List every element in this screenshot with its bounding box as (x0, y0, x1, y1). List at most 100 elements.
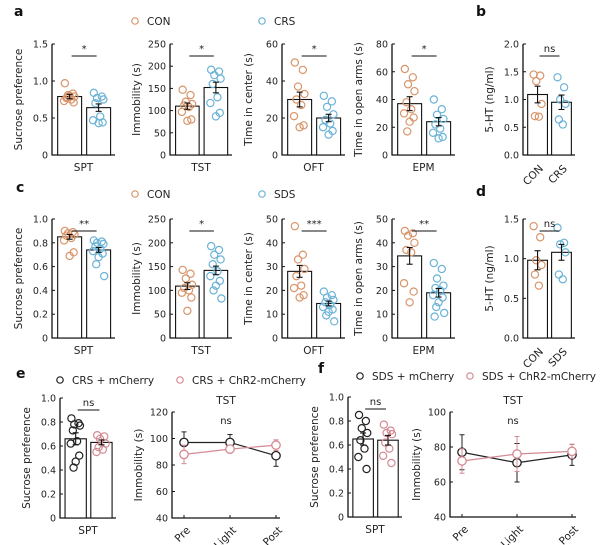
legend-marker (258, 17, 266, 25)
data-point (300, 264, 309, 274)
y-tick-label: 0 (272, 334, 278, 345)
legend-label: SDS + ChR2-mCherry (482, 371, 596, 383)
subplot: 0 0.2 0.4 0.6 0.8 1.0 Sucrose preference ns SPT (309, 393, 402, 536)
data-point (428, 128, 438, 137)
data-point (322, 102, 332, 112)
y-tick-label: 30 (266, 262, 278, 273)
data-point (210, 250, 219, 259)
y-axis-label: Immobility (s) (411, 428, 423, 501)
y-tick-label: 0 (50, 514, 56, 525)
data-point (327, 97, 337, 106)
data-point (407, 248, 416, 257)
data-point (60, 79, 70, 88)
data-point (298, 250, 308, 259)
y-tick-label: 60 (156, 487, 168, 498)
data-point (225, 444, 235, 454)
data-point (432, 274, 442, 283)
x-axis-label: TST (190, 162, 211, 174)
data-point (177, 107, 187, 117)
subplot: 0.0 0.5 1.0 1.5 5-HT (ng/ml) CON SDS ns (484, 215, 575, 371)
data-point (532, 76, 541, 86)
data-point (289, 283, 299, 293)
y-tick-label: 0 (272, 151, 278, 162)
data-point (428, 290, 438, 300)
data-point (410, 238, 419, 247)
data-point (354, 452, 363, 462)
data-point (409, 287, 418, 296)
data-point (91, 242, 100, 251)
y-tick-label: 0 (160, 334, 166, 345)
data-point (68, 426, 78, 435)
bar (86, 249, 112, 339)
data-point (357, 424, 366, 433)
legend-label: CON (147, 189, 170, 201)
y-tick-label: 0.8 (329, 417, 344, 428)
y-tick-label: 20 (376, 123, 388, 134)
data-point (439, 114, 448, 124)
data-point (555, 95, 565, 104)
y-tick-label: 1.0 (504, 254, 519, 265)
data-point (68, 227, 78, 237)
data-point (184, 286, 194, 295)
data-point (386, 426, 395, 435)
significance-label: * (199, 44, 204, 55)
subplot: 40 60 80 100 Immobility (s) Pre Light Post TST ns (411, 395, 581, 545)
data-point (436, 286, 445, 295)
data-point (183, 116, 192, 126)
data-point (558, 275, 567, 284)
bar (316, 117, 342, 156)
bar (203, 86, 229, 156)
y-tick-label: 1.0 (504, 95, 519, 106)
data-point (98, 118, 107, 127)
subplot: 0.0 0.5 1.0 1.5 2.0 5-HT (ng/ml) CON CRS ns (484, 40, 575, 188)
data-point (94, 118, 103, 128)
y-tick-label: 40 (266, 77, 278, 88)
data-point (295, 293, 304, 302)
data-point (183, 306, 192, 316)
significance-label: ns (370, 397, 382, 408)
y-tick-label: 0.8 (33, 238, 48, 249)
data-point (95, 434, 105, 443)
data-point (88, 246, 98, 256)
data-point (92, 260, 101, 269)
y-axis-label: Immobility (s) (131, 63, 143, 136)
data-point (356, 436, 365, 445)
data-point (399, 109, 409, 118)
legend-label: CRS + mCherry (72, 375, 154, 387)
panel-letter: d (476, 184, 486, 200)
data-point (206, 98, 215, 108)
subplot: 0 0.2 0.4 0.6 0.8 1.0 Sucrose preference ** SPT (13, 215, 115, 357)
data-point (75, 421, 85, 430)
x-tick-label: Light (499, 523, 526, 545)
y-tick-label: 80 (376, 40, 388, 51)
legend-label: SDS + mCherry (372, 371, 454, 383)
y-tick-label: 50 (376, 215, 388, 226)
data-point (319, 91, 329, 101)
y-tick-label: 60 (434, 478, 446, 489)
data-point (362, 464, 371, 474)
y-tick-label: 0.4 (329, 465, 344, 476)
data-point (537, 99, 546, 109)
legend-label: SDS (274, 189, 296, 201)
data-point (407, 105, 416, 114)
y-tick-label: 0.5 (504, 123, 519, 134)
y-tick-label: 0.5 (33, 114, 48, 125)
y-tick-label: 0 (160, 151, 166, 162)
data-point (530, 111, 540, 121)
x-tick-label: CRS (546, 163, 570, 187)
y-tick-label: 50 (266, 215, 278, 226)
subplot-title: TST (502, 395, 523, 407)
legend-marker (258, 190, 266, 198)
data-point (432, 110, 442, 119)
data-point (63, 93, 72, 102)
y-tick-label: 30 (376, 262, 388, 273)
y-axis-label: Time in center (s) (243, 232, 255, 326)
data-point (534, 281, 544, 290)
data-point (432, 302, 441, 312)
panel-b: b 0.0 0.5 1.0 1.5 2.0 5-HT (ng/ml) CON CRS ns (476, 4, 575, 188)
data-point (559, 238, 569, 247)
legend-marker (466, 372, 474, 380)
data-point (429, 258, 439, 268)
data-point (530, 270, 540, 279)
